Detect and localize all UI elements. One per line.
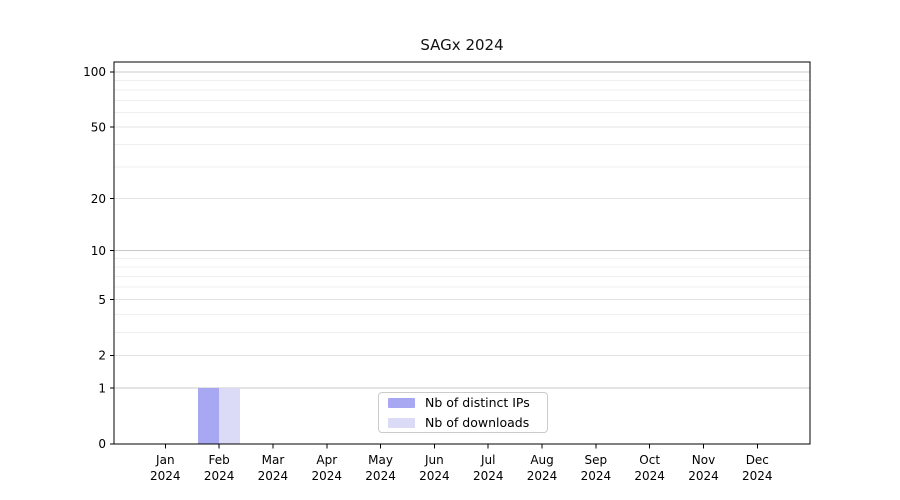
x-tick-label-year: 2024 xyxy=(527,469,558,483)
legend-row-downloads: Nb of downloads xyxy=(388,415,547,430)
legend-swatch-downloads xyxy=(388,417,415,428)
bar-downloads xyxy=(219,388,241,444)
x-tick-label-year: 2024 xyxy=(581,469,612,483)
x-tick-label-month: Nov xyxy=(692,453,715,467)
legend: Nb of distinct IPs Nb of downloads xyxy=(378,392,548,433)
x-tick-label-month: Dec xyxy=(746,453,769,467)
x-tick-label-year: 2024 xyxy=(742,469,773,483)
x-tick-label-year: 2024 xyxy=(634,469,665,483)
x-tick-label-month: Jun xyxy=(424,453,444,467)
legend-label-distinct-ips: Nb of distinct IPs xyxy=(425,395,530,410)
legend-row-distinct-ips: Nb of distinct IPs xyxy=(388,395,547,410)
x-tick-label-month: Jul xyxy=(480,453,495,467)
x-tick-label-year: 2024 xyxy=(204,469,235,483)
y-tick-label: 5 xyxy=(98,293,106,307)
y-tick-label: 0 xyxy=(98,437,106,451)
x-tick-label-month: Jan xyxy=(155,453,175,467)
x-tick-label-year: 2024 xyxy=(311,469,342,483)
x-tick-label-month: Apr xyxy=(316,453,337,467)
x-tick-label-month: Oct xyxy=(639,453,660,467)
x-tick-label-month: Sep xyxy=(585,453,608,467)
x-tick-label-month: Feb xyxy=(208,453,229,467)
x-tick-label-month: Mar xyxy=(262,453,285,467)
y-tick-label: 50 xyxy=(91,120,106,134)
y-tick-label: 10 xyxy=(91,244,106,258)
chart-title: SAGx 2024 xyxy=(420,36,504,54)
x-tick-label-month: Aug xyxy=(530,453,553,467)
y-tick-label: 20 xyxy=(91,192,106,206)
legend-label-downloads: Nb of downloads xyxy=(425,415,530,430)
x-tick-label-year: 2024 xyxy=(688,469,719,483)
x-tick-label-month: May xyxy=(368,453,393,467)
legend-swatch-distinct-ips xyxy=(388,397,415,408)
y-tick-label: 2 xyxy=(98,349,106,363)
y-tick-label: 100 xyxy=(83,65,106,79)
x-tick-label-year: 2024 xyxy=(258,469,289,483)
y-tick-label: 1 xyxy=(98,381,106,395)
x-tick-label-year: 2024 xyxy=(150,469,181,483)
x-tick-label-year: 2024 xyxy=(473,469,504,483)
bar-distinct-ips xyxy=(198,388,220,444)
x-tick-label-year: 2024 xyxy=(419,469,450,483)
x-tick-label-year: 2024 xyxy=(365,469,396,483)
plot-spines xyxy=(113,61,811,445)
